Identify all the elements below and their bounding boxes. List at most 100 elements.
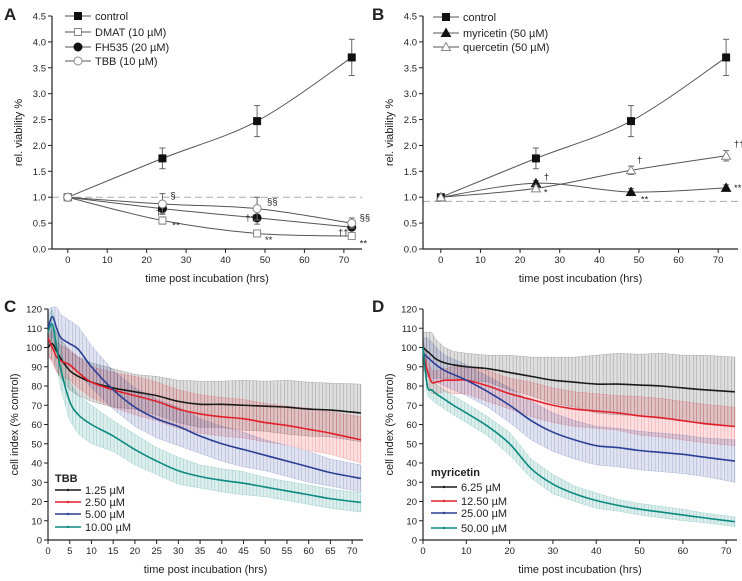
series-1 — [436, 38, 731, 202]
legend-entry: 50.00 µM — [431, 523, 507, 535]
x-tick-label: 30 — [181, 255, 192, 266]
y-axis-label: rel. viability % — [13, 99, 25, 166]
legend-label: myricetin (50 µM) — [463, 28, 548, 40]
significance-annotation: ** — [265, 235, 273, 246]
data-point — [720, 150, 732, 160]
series-line — [422, 346, 735, 393]
x-tick-label: 50 — [634, 255, 645, 266]
y-tick-label: 100 — [401, 343, 417, 354]
legend-marker — [440, 27, 452, 37]
y-tick-label: 20 — [31, 497, 42, 508]
legend-entry: 2.50 µM — [55, 497, 125, 509]
data-point — [347, 53, 356, 62]
significance-annotation: §§ — [360, 213, 371, 224]
panel-label: D — [372, 297, 384, 316]
panel-label: A — [4, 5, 16, 24]
chart-panel-c: C 0 5 10 15 20 25 30 35 40 45 50 55 60 65 70 0 10 20 30 40 50… — [4, 297, 363, 576]
x-tick-label: 35 — [195, 546, 206, 557]
y-tick-label: 30 — [406, 478, 417, 489]
x-tick-label: 25 — [151, 546, 162, 557]
series-line — [47, 323, 361, 504]
x-axis-label: time post incubation (hrs) — [145, 273, 269, 285]
data-point — [347, 218, 357, 228]
x-tick-label: 60 — [678, 546, 689, 557]
x-tick-label: 10 — [475, 255, 486, 266]
x-tick-label: 70 — [339, 255, 350, 266]
series-line — [67, 196, 352, 228]
data-point — [253, 229, 262, 238]
legend-title: myricetin — [431, 467, 480, 479]
y-tick-label: 20 — [406, 497, 417, 508]
legend-label: 12.50 µM — [461, 496, 507, 508]
series-line — [47, 342, 361, 414]
legend-title: TBB — [55, 473, 78, 485]
data-point — [625, 164, 637, 175]
legend-entry: control — [433, 12, 496, 24]
x-tick-label: 0 — [45, 546, 50, 557]
series-4 — [422, 347, 735, 523]
chart-panel-d: D 0 10 20 30 40 50 60 70 0 10 20 30 40 50 60 70 80 90 100 11… — [372, 297, 737, 576]
legend-marker — [74, 28, 82, 36]
significance-annotation: ** — [734, 183, 742, 194]
legend-marker — [442, 526, 446, 530]
x-tick-label: 0 — [65, 255, 70, 266]
x-tick-label: 50 — [260, 546, 271, 557]
data-point — [157, 199, 167, 209]
chart-panel-b: B 0 10 20 30 40 50 60 70 0.0 0.5 1.0 1.5 2.0 2.5 3.0 3.5… — [372, 5, 742, 285]
significance-annotation: † — [156, 207, 161, 218]
series-line — [47, 337, 362, 441]
legend-label: 5.00 µM — [85, 509, 125, 521]
data-point — [625, 186, 637, 197]
x-tick-label: 65 — [325, 546, 336, 557]
legend-marker — [442, 499, 446, 503]
x-tick-label: 70 — [347, 546, 358, 557]
significance-annotation: † — [637, 155, 642, 166]
significance-annotation: †† — [245, 213, 256, 224]
series-line — [67, 196, 352, 237]
legend-label: 6.25 µM — [461, 482, 501, 494]
data-point — [531, 154, 540, 163]
legend-entry: 10.00 µM — [55, 522, 131, 534]
x-tick-label: 45 — [238, 546, 249, 557]
y-tick-label: 3.5 — [404, 63, 417, 74]
legend-entry: 1.25 µM — [55, 485, 125, 497]
error-band — [422, 337, 736, 483]
x-tick-label: 20 — [130, 546, 141, 557]
legend-label: control — [95, 11, 128, 23]
y-tick-label: 1.0 — [33, 193, 46, 204]
legend-entry: 6.25 µM — [431, 482, 501, 494]
series-4 — [63, 192, 357, 229]
y-tick-label: 3.5 — [33, 63, 46, 74]
y-tick-label: 30 — [31, 478, 42, 489]
y-tick-label: 3.0 — [404, 89, 417, 100]
legend-marker — [66, 512, 70, 516]
y-tick-label: 80 — [406, 382, 417, 393]
x-axis-label: time post incubation (hrs) — [144, 564, 268, 576]
y-tick-label: 70 — [31, 401, 42, 412]
data-point — [722, 53, 731, 62]
series-line — [440, 182, 727, 198]
x-tick-label: 70 — [713, 255, 724, 266]
x-tick-label: 50 — [634, 546, 645, 557]
y-tick-label: 4.0 — [33, 37, 46, 48]
legend-marker — [66, 525, 70, 529]
legend-label: 2.50 µM — [85, 497, 125, 509]
series-2 — [435, 177, 732, 202]
legend-entry: 12.50 µM — [431, 496, 507, 508]
y-tick-label: 110 — [27, 324, 42, 335]
y-tick-label: 1.5 — [33, 167, 46, 178]
y-tick-label: 120 — [401, 305, 417, 316]
data-point — [252, 204, 262, 214]
legend-marker — [73, 42, 83, 52]
series-line — [440, 155, 727, 198]
legend-entry: TBB (10 µM) — [65, 56, 158, 68]
y-tick-label: 50 — [406, 439, 417, 450]
x-tick-label: 30 — [554, 255, 565, 266]
x-tick-label: 15 — [108, 546, 119, 557]
x-tick-label: 20 — [515, 255, 526, 266]
legend-label: control — [463, 12, 496, 24]
y-tick-label: 120 — [26, 305, 42, 316]
x-tick-label: 40 — [591, 546, 602, 557]
legend-label: 1.25 µM — [85, 485, 125, 497]
y-tick-label: 2.5 — [404, 115, 417, 126]
